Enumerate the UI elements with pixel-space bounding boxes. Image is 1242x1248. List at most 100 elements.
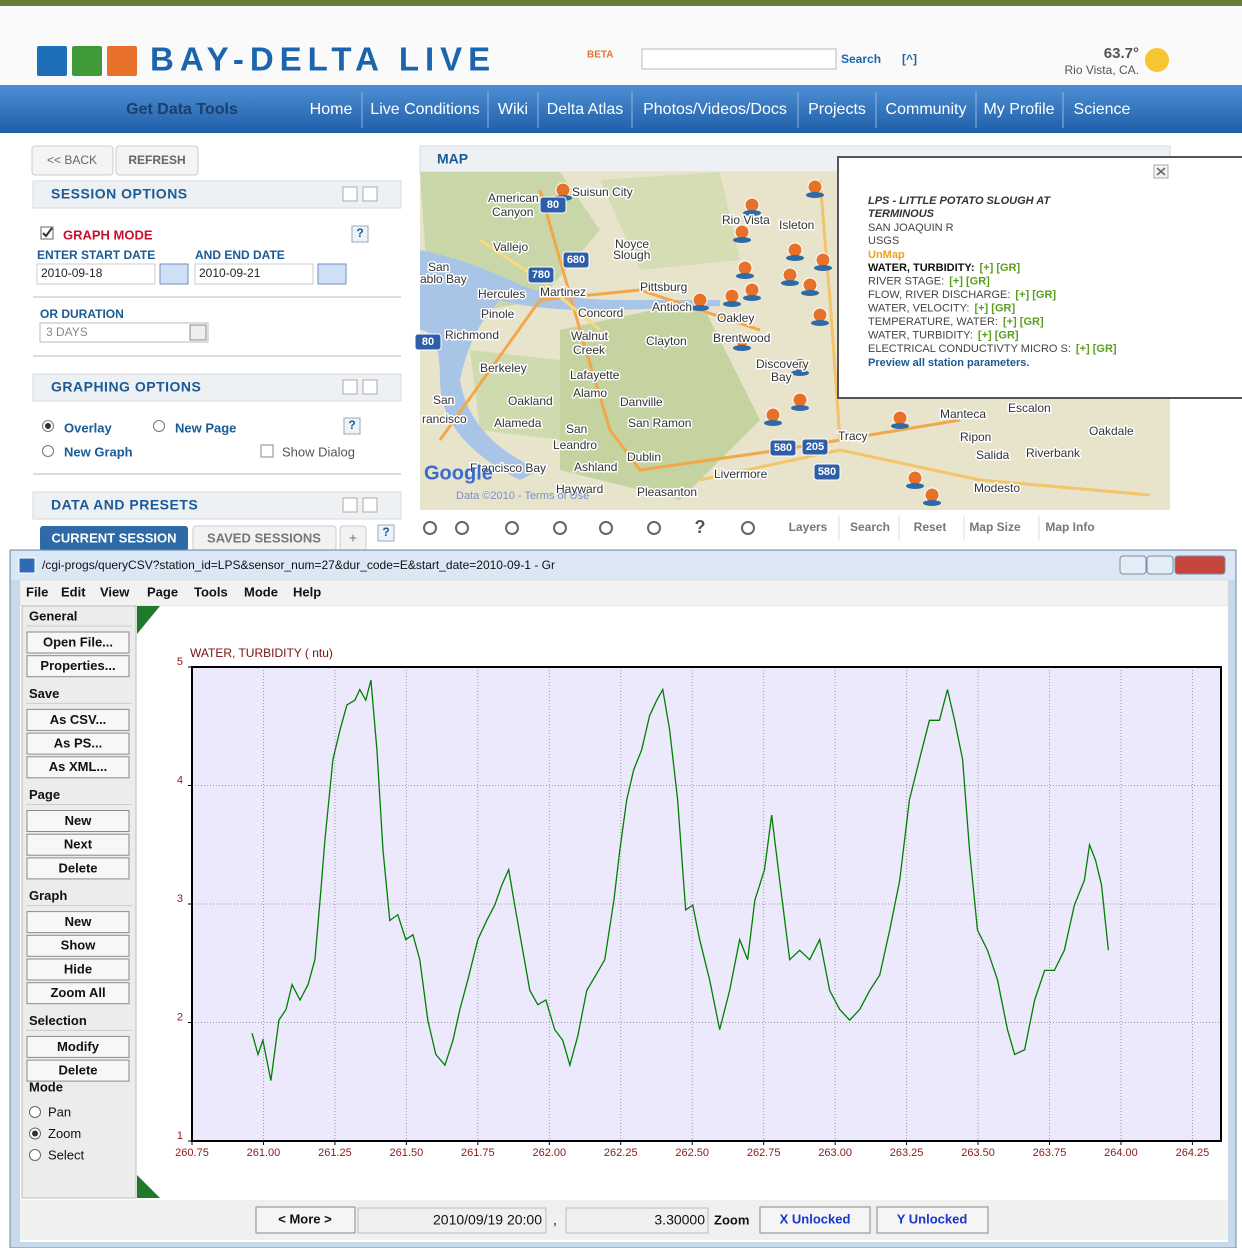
menu-item[interactable]: Mode — [244, 584, 278, 599]
x-lock[interactable]: X Unlocked — [780, 1211, 851, 1226]
parameter-links[interactable]: [+] [GR] — [1015, 289, 1056, 301]
tool-button-label[interactable]: As PS... — [54, 736, 102, 751]
tool-button-label[interactable]: Properties... — [40, 658, 115, 673]
parameter-name: ELECTRICAL CONDUCTIVTY MICRO S: — [868, 343, 1071, 355]
overlay-option[interactable]: Overlay — [64, 420, 112, 435]
back-button[interactable]: << BACK — [47, 153, 97, 167]
tool-button-label[interactable]: New — [65, 813, 93, 828]
radio[interactable] — [30, 1107, 41, 1118]
tool-button-label[interactable]: Next — [64, 837, 93, 852]
window-title: /cgi-progs/queryCSV?station_id=LPS&senso… — [42, 558, 555, 572]
window-control[interactable] — [1147, 556, 1173, 574]
station-marker[interactable] — [908, 471, 922, 485]
y-lock[interactable]: Y Unlocked — [897, 1211, 968, 1226]
mode-option[interactable]: Pan — [48, 1104, 71, 1119]
tool-button-label[interactable]: Modify — [57, 1039, 100, 1054]
nav-item[interactable]: My Profile — [983, 101, 1054, 118]
menu-item[interactable]: View — [100, 584, 130, 599]
parameter-links[interactable]: [+] [GR] — [1003, 316, 1044, 328]
nav-item[interactable]: Get Data Tools — [126, 101, 238, 118]
new-page-option[interactable]: New Page — [175, 420, 236, 435]
y-tick-label: 1 — [177, 1130, 183, 1142]
radio[interactable] — [30, 1150, 41, 1161]
map-tool[interactable]: Map Info — [1045, 520, 1094, 534]
station-marker[interactable] — [738, 261, 752, 275]
nav-item[interactable]: Home — [310, 101, 353, 118]
station-marker[interactable] — [745, 198, 759, 212]
parameter-links[interactable]: [+] [GR] — [1076, 343, 1117, 355]
nav-item[interactable]: Delta Atlas — [547, 101, 623, 118]
tab[interactable]: CURRENT SESSION — [52, 530, 177, 545]
unmap-link[interactable]: UnMap — [868, 249, 905, 261]
search-link[interactable]: Search — [841, 52, 881, 66]
station-marker[interactable] — [783, 268, 797, 282]
new-graph-option[interactable]: New Graph — [64, 444, 133, 459]
menu-item[interactable]: Page — [147, 584, 178, 599]
map-tool[interactable]: Layers — [789, 520, 828, 534]
menu-item[interactable]: Help — [293, 584, 321, 599]
station-marker[interactable] — [925, 488, 939, 502]
nav-item[interactable]: Wiki — [498, 101, 528, 118]
station-marker[interactable] — [808, 180, 822, 194]
parameter-links[interactable]: [+] [GR] — [949, 275, 990, 287]
mode-option[interactable]: Select — [48, 1147, 85, 1162]
tool-button-label[interactable]: New — [65, 914, 93, 929]
station-marker[interactable] — [816, 253, 830, 267]
station-marker[interactable] — [766, 408, 780, 422]
station-marker[interactable] — [745, 283, 759, 297]
tool-button-label[interactable]: Show — [61, 938, 97, 953]
nav-item[interactable]: Photos/Videos/Docs — [643, 101, 787, 118]
refresh-button[interactable]: REFRESH — [128, 153, 185, 167]
station-marker[interactable] — [793, 393, 807, 407]
logo-icon — [72, 46, 102, 76]
map-tool[interactable]: Reset — [914, 520, 947, 534]
tool-button-label[interactable]: Delete — [58, 1063, 97, 1078]
menu-item[interactable]: Tools — [194, 584, 228, 599]
place-label: Escalon — [1008, 401, 1051, 415]
marker-base — [801, 290, 819, 296]
tool-button-label[interactable]: Open File... — [43, 634, 113, 649]
more-button[interactable]: < More > — [278, 1211, 332, 1226]
help-link[interactable]: [^] — [902, 52, 917, 66]
mode-option[interactable]: Zoom — [48, 1126, 81, 1141]
map-tool[interactable]: Map Size — [969, 520, 1021, 534]
place-label: Martinez — [540, 285, 586, 299]
nav-item[interactable]: Live Conditions — [370, 101, 479, 118]
x-tick-label: 260.75 — [175, 1147, 209, 1159]
tool-icon[interactable]: ? — [695, 517, 706, 537]
add-tab[interactable]: + — [349, 530, 357, 546]
highway-label: 580 — [818, 466, 836, 478]
station-marker[interactable] — [725, 289, 739, 303]
place-label: Richmond — [445, 328, 499, 342]
parameter-name: RIVER STAGE: — [868, 275, 944, 287]
station-marker[interactable] — [788, 243, 802, 257]
nav-item[interactable]: Community — [886, 101, 967, 118]
window-control[interactable] — [1120, 556, 1146, 574]
parameter-name: FLOW, RIVER DISCHARGE: — [868, 289, 1010, 301]
parameter-links[interactable]: [+] [GR] — [980, 262, 1021, 274]
tool-button-label[interactable]: As CSV... — [50, 712, 107, 727]
place-label: San — [433, 393, 454, 407]
window-control[interactable] — [1175, 556, 1225, 574]
station-marker[interactable] — [693, 293, 707, 307]
map-tool[interactable]: Search — [850, 520, 890, 534]
chart-title: WATER, TURBIDITY ( ntu) — [190, 646, 333, 660]
nav-item[interactable]: Projects — [808, 101, 866, 118]
station-marker[interactable] — [803, 278, 817, 292]
tool-button-label[interactable]: Hide — [64, 961, 92, 976]
station-marker[interactable] — [556, 183, 570, 197]
menu-item[interactable]: Edit — [61, 584, 86, 599]
search-box[interactable] — [642, 49, 836, 69]
parameter-links[interactable]: [+] [GR] — [978, 329, 1019, 341]
menu-item[interactable]: File — [26, 584, 48, 599]
tool-button-label[interactable]: As XML... — [49, 759, 108, 774]
station-marker[interactable] — [893, 411, 907, 425]
parameter-links[interactable]: [+] [GR] — [974, 302, 1015, 314]
tab[interactable]: SAVED SESSIONS — [207, 530, 321, 545]
nav-item[interactable]: Science — [1074, 101, 1131, 118]
tool-button-label[interactable]: Delete — [58, 860, 97, 875]
station-marker[interactable] — [813, 308, 827, 322]
place-label: Vallejo — [493, 240, 528, 254]
preview-link[interactable]: Preview all station parameters. — [868, 357, 1029, 369]
tool-button-label[interactable]: Zoom All — [50, 985, 105, 1000]
